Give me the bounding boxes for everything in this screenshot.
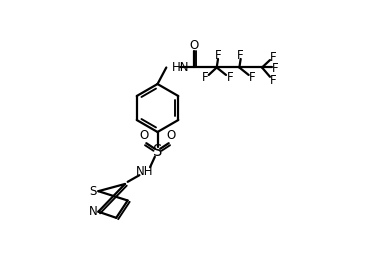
- Text: F: F: [249, 71, 256, 84]
- Text: F: F: [215, 49, 221, 62]
- Text: N: N: [89, 205, 97, 218]
- Text: S: S: [89, 185, 97, 198]
- Text: O: O: [167, 129, 176, 142]
- Text: HN: HN: [172, 61, 190, 74]
- Text: F: F: [272, 62, 279, 75]
- Text: NH: NH: [135, 165, 153, 178]
- Text: O: O: [139, 129, 148, 142]
- Text: F: F: [202, 71, 209, 84]
- Text: S: S: [153, 144, 162, 159]
- Text: F: F: [227, 71, 233, 84]
- Text: O: O: [190, 39, 199, 52]
- Text: F: F: [237, 49, 244, 62]
- Text: F: F: [270, 51, 277, 64]
- Text: F: F: [270, 74, 277, 87]
